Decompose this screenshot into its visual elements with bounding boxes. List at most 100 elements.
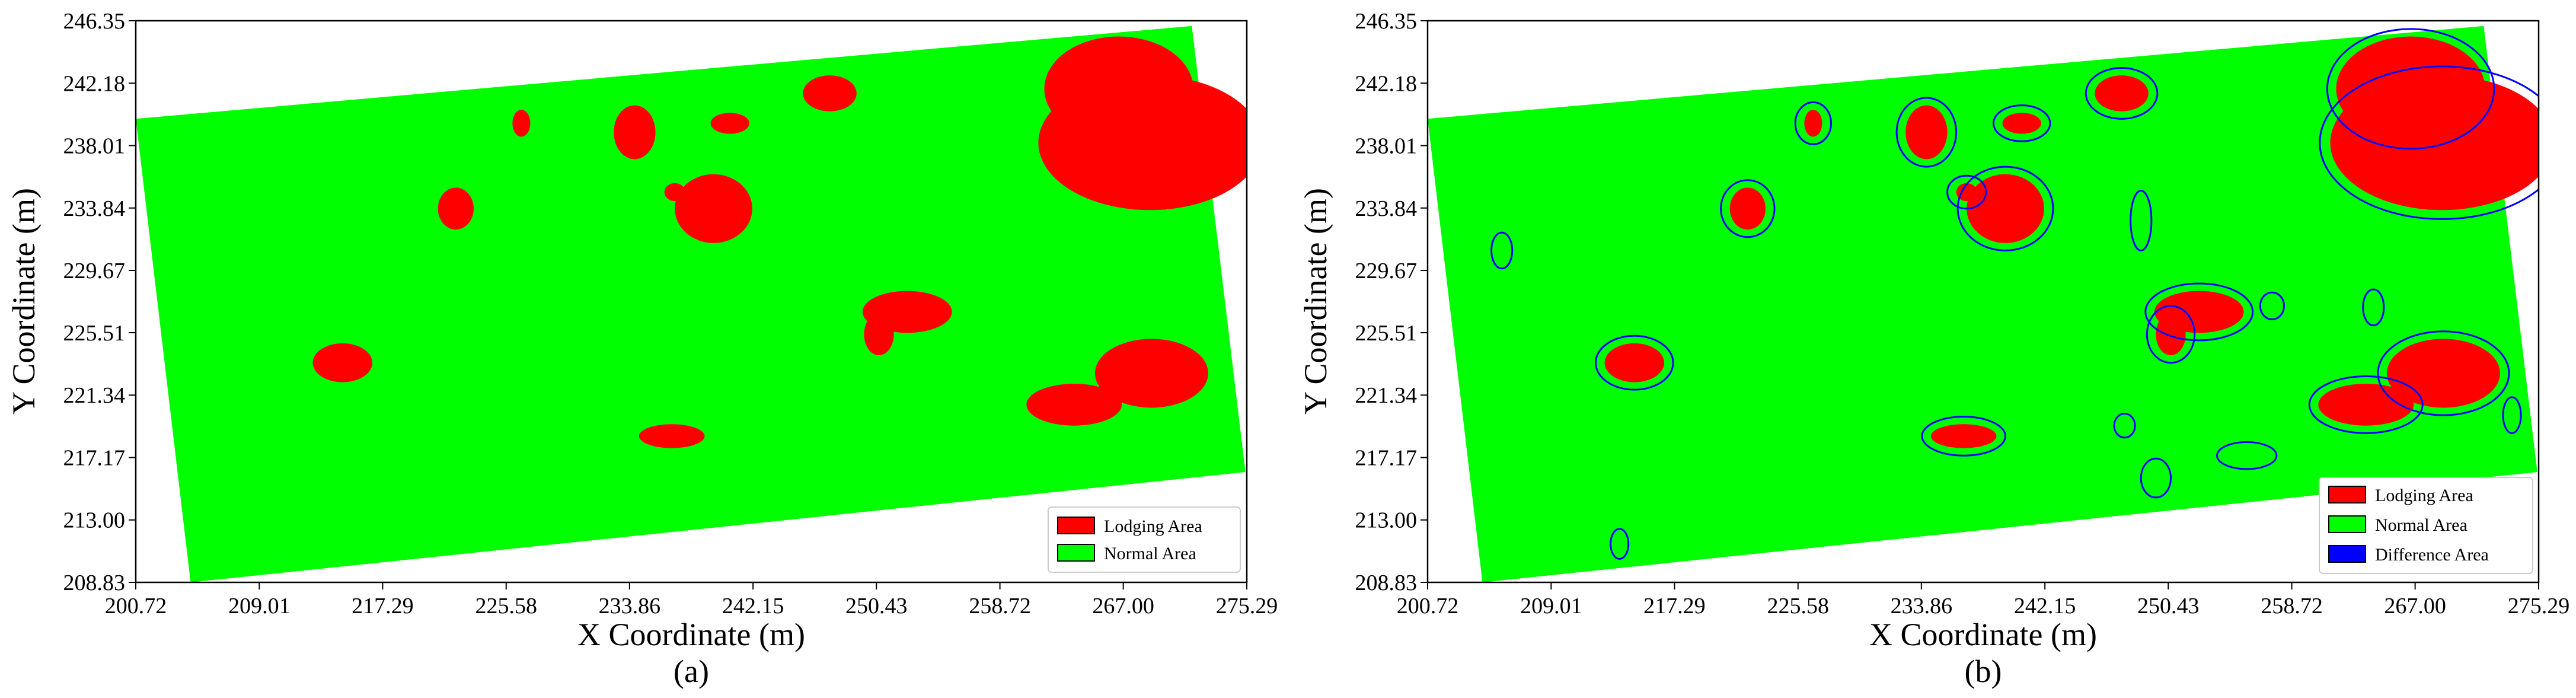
y-tick-label: 238.01: [63, 134, 126, 159]
y-tick-label: 208.83: [1355, 570, 1418, 595]
difference-region: [2130, 189, 2153, 251]
panel-b: 200.72 209.01 217.29 225.58 233.86 242.15 250.…: [1298, 9, 2569, 689]
x-ticks: 200.72 209.01 217.29 225.58 233.86 242.15 250.…: [105, 582, 1278, 619]
x-ticks: 200.72 209.01 217.29 225.58 233.86 242.15 250.…: [1397, 582, 2569, 619]
lodging-region: [1930, 424, 1997, 448]
lodging-region: [639, 424, 705, 448]
lodging-region: [1604, 343, 1665, 383]
x-tick-label: 242.15: [2014, 594, 2076, 619]
y-axis-label: Y Coordinate (m): [6, 188, 42, 415]
panel-a: 200.72 209.01 217.29 225.58 233.86 242.15 250.…: [6, 9, 1278, 689]
difference-region: [2113, 413, 2136, 439]
legend-label-lodging: Lodging Area: [2375, 486, 2473, 505]
x-tick-label: 200.72: [105, 594, 167, 619]
legend: Lodging Area Normal Area Difference Area: [2319, 477, 2533, 574]
panel-label: (a): [673, 654, 709, 689]
x-tick-label: 267.00: [2384, 594, 2446, 619]
x-tick-label: 242.15: [722, 594, 784, 619]
y-tick-label: 246.35: [63, 9, 126, 34]
y-tick-label: 225.51: [63, 321, 126, 346]
x-tick-label: 258.72: [969, 594, 1031, 619]
y-tick-label: 242.18: [63, 71, 126, 96]
lodging-region: [864, 313, 894, 356]
legend-box: [2319, 477, 2533, 574]
lodging-region: [1905, 105, 1948, 160]
legend-swatch-lodging: [2328, 486, 2366, 503]
legend-label-normal: Normal Area: [2375, 515, 2468, 535]
lodging-areas: [312, 36, 1247, 448]
difference-region: [1594, 334, 1674, 391]
y-tick-label: 225.51: [1355, 321, 1418, 346]
y-ticks: 208.83 213.00 217.17 221.34 225.51 229.67 233.…: [1355, 9, 1428, 595]
lodging-areas: [1604, 36, 2539, 448]
x-tick-label: 209.01: [228, 594, 291, 619]
y-ticks: 208.83 213.00 217.17 221.34 225.51 229.67 233.…: [63, 9, 136, 595]
lodging-region: [1044, 36, 1193, 142]
difference-region: [2377, 330, 2510, 416]
difference-region: [2502, 396, 2522, 434]
difference-region: [2326, 28, 2495, 150]
lodging-region: [614, 105, 656, 160]
x-tick-label: 267.00: [1092, 594, 1154, 619]
lodging-region: [803, 75, 857, 111]
difference-region: [2308, 375, 2424, 434]
legend-swatch-normal: [1057, 544, 1095, 562]
lodging-region: [2336, 36, 2485, 142]
x-tick-label: 217.29: [1643, 594, 1706, 619]
lodging-region: [2002, 113, 2041, 134]
x-axis-label: X Coordinate (m): [1869, 617, 2097, 652]
x-tick-label: 217.29: [352, 594, 414, 619]
y-tick-label: 229.67: [1355, 259, 1418, 283]
difference-region: [2144, 282, 2254, 342]
lodging-region: [1804, 110, 1822, 137]
plot-frame: [135, 20, 1248, 584]
lodging-region: [1729, 187, 1766, 230]
y-tick-label: 246.35: [1355, 9, 1418, 34]
difference-region: [2085, 67, 2159, 120]
difference-region: [1946, 174, 1987, 210]
lodging-region: [512, 110, 531, 137]
x-tick-label: 225.58: [475, 594, 538, 619]
difference-region: [1956, 165, 2054, 251]
y-tick-label: 217.17: [1355, 445, 1418, 470]
y-tick-label: 238.01: [1355, 134, 1418, 159]
difference-region: [1720, 179, 1776, 238]
y-tick-label: 242.18: [1355, 71, 1418, 96]
x-tick-label: 250.43: [2137, 594, 2200, 619]
y-tick-label: 213.00: [1355, 508, 1418, 533]
difference-region: [1921, 416, 2007, 457]
lodging-region: [710, 113, 749, 134]
y-tick-label: 221.34: [63, 383, 126, 408]
legend-box: [1048, 506, 1241, 573]
difference-region: [1610, 528, 1630, 560]
difference-region: [2362, 288, 2385, 327]
y-tick-label: 208.83: [63, 570, 126, 595]
lodging-region: [312, 343, 373, 383]
x-tick-label: 225.58: [1767, 594, 1830, 619]
y-tick-label: 217.17: [63, 445, 126, 470]
x-tick-label: 275.29: [1216, 594, 1278, 619]
lodging-region: [1026, 384, 1122, 426]
y-tick-label: 233.84: [63, 196, 126, 221]
lodging-region: [2095, 75, 2149, 111]
lodging-region: [1967, 174, 2044, 243]
difference-region: [2259, 291, 2285, 321]
y-tick-label: 233.84: [1355, 196, 1418, 221]
x-tick-label: 258.72: [2261, 594, 2323, 619]
y-tick-label: 213.00: [63, 508, 126, 533]
legend: Lodging Area Normal Area: [1048, 506, 1241, 573]
y-axis-label: Y Coordinate (m): [1298, 188, 1333, 415]
legend-label-difference: Difference Area: [2375, 545, 2489, 565]
y-tick-label: 221.34: [1355, 383, 1418, 408]
lodging-region: [2318, 384, 2414, 426]
x-tick-label: 250.43: [845, 594, 908, 619]
lodging-region: [1094, 339, 1208, 408]
difference-region: [1490, 231, 1514, 270]
difference-region: [2319, 65, 2539, 220]
difference-region: [1794, 101, 1833, 145]
panel-label: (b): [1965, 654, 2002, 689]
lodging-region: [438, 187, 474, 230]
y-tick-label: 229.67: [63, 259, 126, 283]
plot-frame: [1426, 20, 2540, 584]
